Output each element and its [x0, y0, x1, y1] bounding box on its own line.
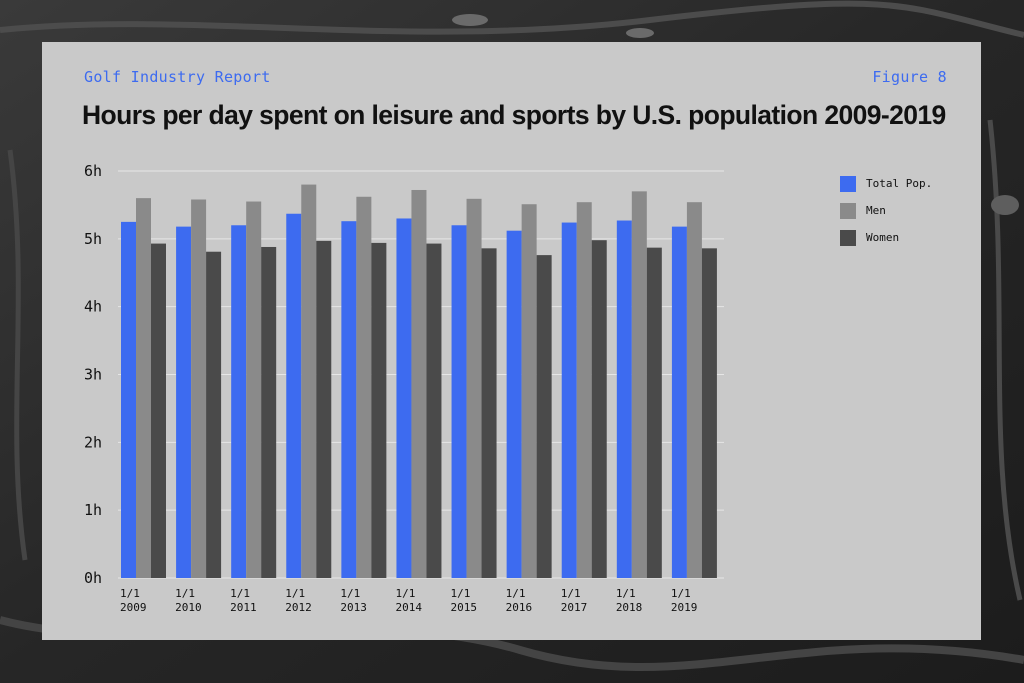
x-tick-label: 1/1 — [285, 587, 305, 600]
y-tick-label: 2h — [84, 433, 102, 451]
bar — [136, 198, 151, 578]
y-tick-label: 6h — [84, 162, 102, 180]
bar — [631, 191, 647, 578]
bar — [451, 225, 467, 578]
legend-label-men: Men — [866, 204, 886, 217]
bar — [261, 246, 277, 578]
figure-label: Figure 8 — [872, 68, 947, 86]
bar — [701, 248, 717, 578]
bar — [506, 230, 522, 578]
bar — [616, 220, 632, 579]
x-tick-label: 1/1 — [175, 587, 195, 600]
report-label: Golf Industry Report — [84, 68, 271, 86]
bar — [341, 221, 357, 579]
bar — [671, 226, 687, 578]
bar-chart: 0h1h2h3h4h5h6h1/120091/120101/120111/120… — [84, 162, 724, 614]
x-tick-label: 2015 — [451, 601, 478, 614]
bar — [646, 247, 662, 578]
y-tick-label: 3h — [84, 366, 102, 384]
x-tick-label: 1/1 — [395, 587, 415, 600]
legend-swatch-women — [840, 229, 856, 246]
legend-swatch-men — [840, 202, 856, 219]
bar — [536, 255, 552, 578]
x-tick-label: 2018 — [616, 601, 643, 614]
bar — [686, 202, 702, 578]
chart-card: Golf Industry Report Figure 8 Hours per … — [42, 42, 981, 640]
x-tick-label: 2017 — [561, 601, 588, 614]
bar — [591, 240, 607, 578]
bar — [246, 201, 262, 578]
x-tick-label: 2011 — [230, 601, 257, 614]
bar — [426, 243, 442, 578]
bar — [121, 221, 136, 578]
bar — [371, 242, 387, 579]
legend-swatch-total — [840, 175, 856, 192]
bar — [231, 225, 247, 578]
y-tick-label: 5h — [84, 230, 102, 248]
bar — [301, 184, 317, 579]
bar — [316, 240, 332, 578]
x-tick-label: 1/1 — [506, 587, 526, 600]
bar — [521, 204, 537, 578]
x-tick-label: 1/1 — [451, 587, 471, 600]
x-tick-label: 2009 — [120, 601, 147, 614]
legend-label-women: Women — [866, 231, 900, 244]
x-tick-label: 1/1 — [616, 587, 636, 600]
x-tick-label: 2013 — [340, 601, 367, 614]
x-tick-label: 1/1 — [230, 587, 250, 600]
legend-item-men: Men — [840, 197, 932, 224]
x-tick-label: 1/1 — [671, 587, 691, 600]
y-tick-label: 1h — [84, 501, 102, 519]
bar — [411, 189, 427, 578]
x-tick-label: 1/1 — [561, 587, 581, 600]
y-tick-label: 4h — [84, 298, 102, 316]
x-tick-label: 2012 — [285, 601, 312, 614]
legend-label-total: Total Pop. — [866, 177, 933, 190]
bar — [191, 199, 207, 579]
bar — [561, 222, 577, 578]
bar — [466, 198, 482, 579]
legend-item-women: Women — [840, 224, 932, 251]
x-tick-label: 1/1 — [340, 587, 360, 600]
chart-title: Hours per day spent on leisure and sport… — [82, 100, 946, 130]
y-tick-label: 0h — [84, 569, 102, 587]
bar — [576, 202, 592, 578]
x-tick-label: 2019 — [671, 601, 698, 614]
bar — [396, 218, 412, 578]
bar — [151, 243, 166, 578]
bar — [286, 213, 302, 579]
x-tick-label: 1/1 — [120, 587, 140, 600]
bar — [481, 248, 497, 578]
x-tick-label: 2014 — [395, 601, 422, 614]
chart-legend: Total Pop. Men Women — [840, 170, 932, 251]
bar — [176, 226, 192, 578]
bar — [356, 196, 372, 578]
x-tick-label: 2016 — [506, 601, 533, 614]
bar — [206, 251, 222, 578]
legend-item-total: Total Pop. — [840, 170, 932, 197]
x-tick-label: 2010 — [175, 601, 202, 614]
